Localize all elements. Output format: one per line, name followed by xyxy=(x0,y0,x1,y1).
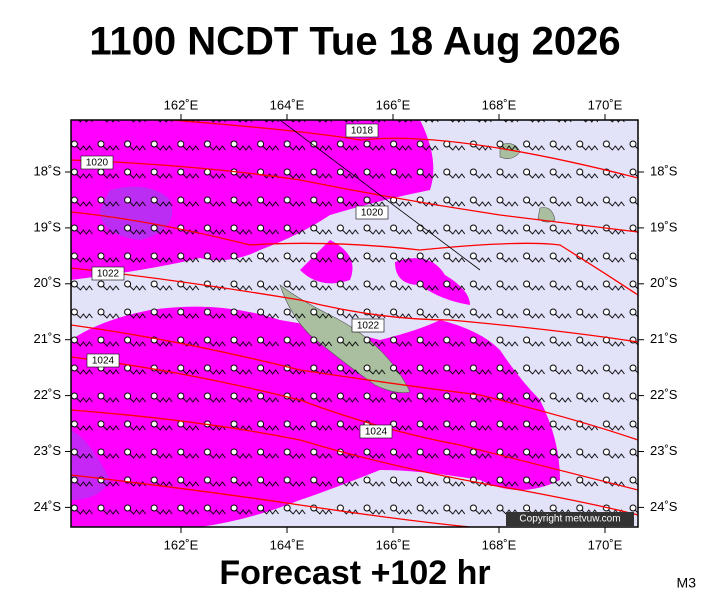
lon-label: 170˚E xyxy=(588,97,623,112)
lat-label: 19˚S xyxy=(34,219,62,234)
lat-label: 21˚S xyxy=(650,331,678,346)
isobar-label: 1020 xyxy=(86,158,109,169)
lat-label: 23˚S xyxy=(650,443,678,458)
lat-label: 22˚S xyxy=(34,387,62,402)
lat-label: 22˚S xyxy=(650,387,678,402)
lat-label: 23˚S xyxy=(34,443,62,458)
map-frame xyxy=(70,119,639,528)
lon-label: 166˚E xyxy=(376,97,411,112)
model-label: M3 xyxy=(677,575,697,591)
lat-label: 20˚S xyxy=(650,275,678,290)
forecast-label: Forecast +102 hr xyxy=(219,554,490,592)
lat-label: 18˚S xyxy=(34,163,62,178)
lon-label: 166˚E xyxy=(376,537,411,552)
title: 1100 NCDT Tue 18 Aug 2026 xyxy=(89,20,620,64)
isobar-label: 1024 xyxy=(365,427,388,438)
lon-label: 170˚E xyxy=(588,537,623,552)
isobar-labels: 1018 1020 1020 1022 1022 1024 1024 xyxy=(80,123,393,439)
isobar-label: 1024 xyxy=(92,356,115,367)
lon-label: 164˚E xyxy=(270,537,305,552)
isobar-label: 1018 xyxy=(351,126,374,137)
lon-label: 164˚E xyxy=(270,97,305,112)
isobar-label: 1020 xyxy=(361,208,384,219)
lat-label: 24˚S xyxy=(34,499,62,514)
copyright: Copyright metvuw.com xyxy=(519,514,620,525)
lat-label: 24˚S xyxy=(650,499,678,514)
lon-label: 162˚E xyxy=(164,97,199,112)
lat-label: 19˚S xyxy=(650,219,678,234)
graticule-labels: 162˚E 162˚E 164˚E 164˚E 166˚E 166˚E 168˚E 168˚E… xyxy=(34,97,678,552)
lat-label: 21˚S xyxy=(34,331,62,346)
isobar-label: 1022 xyxy=(357,321,380,332)
lat-label: 20˚S xyxy=(34,275,62,290)
map-area xyxy=(71,120,638,527)
lon-label: 162˚E xyxy=(164,537,199,552)
lat-label: 18˚S xyxy=(650,163,678,178)
isobar-label: 1022 xyxy=(97,269,120,280)
lon-label: 168˚E xyxy=(482,97,517,112)
lon-label: 168˚E xyxy=(482,537,517,552)
